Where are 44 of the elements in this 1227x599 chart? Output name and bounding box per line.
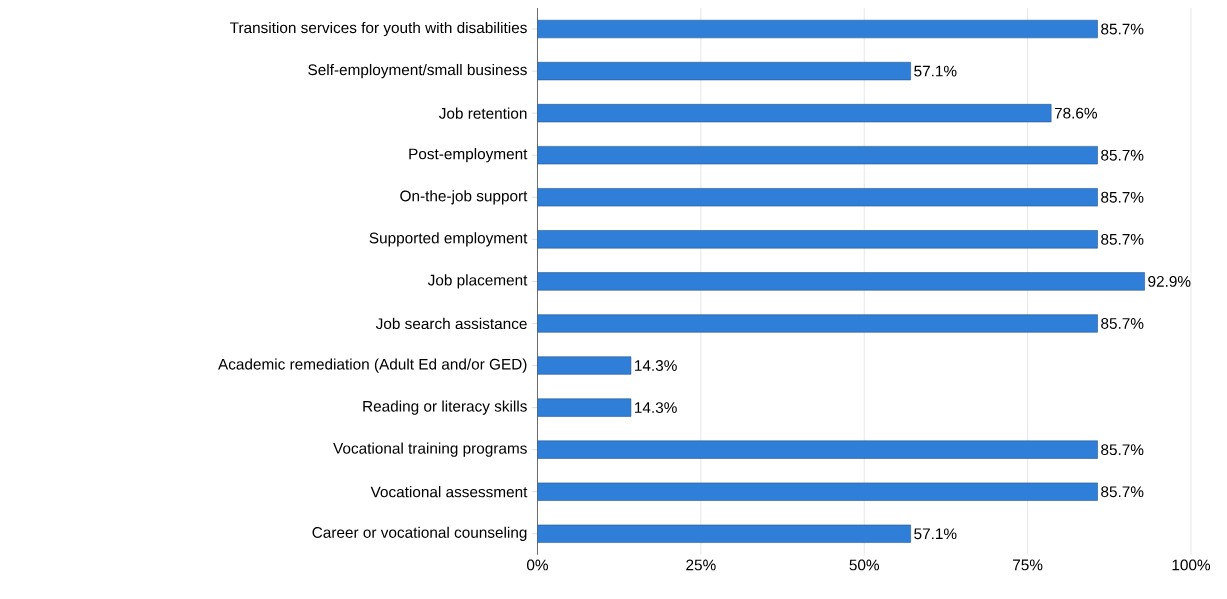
bar: [537, 398, 632, 417]
y-tick-label: Vocational training programs: [333, 442, 527, 457]
y-tick-label: Supported employment: [369, 232, 528, 247]
x-tick-label: 100%: [1172, 559, 1211, 571]
data-label: 14.3%: [635, 360, 677, 372]
bar: [537, 20, 1098, 39]
bar: [537, 188, 1098, 207]
y-tick-label: Vocational assessment: [370, 486, 528, 498]
bar: [537, 356, 632, 375]
x-tick-label: 50%: [849, 559, 880, 571]
data-label: 14.3%: [635, 402, 677, 414]
data-label: 85.7%: [1101, 149, 1144, 161]
bar: [537, 104, 1052, 123]
bar: [537, 62, 911, 81]
x-tick-label: 0%: [527, 559, 549, 571]
y-tick-label: Job search assistance: [375, 317, 527, 330]
y-tick-label: Job placement: [427, 274, 528, 289]
data-label: 92.9%: [1148, 276, 1191, 287]
y-tick-label: On-the-job support: [400, 190, 528, 205]
y-tick-label: Job retention: [438, 107, 527, 119]
x-tick-label: 75%: [1013, 559, 1043, 571]
bar: [537, 230, 1098, 249]
data-label: 85.7%: [1101, 23, 1144, 35]
data-label: 85.7%: [1101, 318, 1144, 329]
data-label: 57.1%: [914, 65, 957, 77]
bar: [537, 524, 911, 543]
data-label: 57.1%: [914, 528, 957, 540]
y-tick-label: Career or vocational counseling: [312, 526, 527, 542]
data-label: 78.6%: [1054, 107, 1098, 119]
data-label: 85.7%: [1101, 234, 1144, 245]
y-tick-label: Self-employment/small business: [308, 64, 527, 79]
y-tick-label: Reading or literacy skills: [363, 400, 527, 415]
data-label: 85.7%: [1101, 486, 1144, 498]
data-label: 85.7%: [1101, 191, 1144, 203]
y-tick-label: Transition services for youth with disabilities: [230, 21, 527, 37]
data-label: 85.7%: [1101, 444, 1144, 456]
bar: [537, 482, 1098, 501]
bar: [537, 440, 1098, 459]
bar: [537, 314, 1098, 333]
x-tick-label: 25%: [686, 559, 716, 571]
bar: [537, 272, 1145, 291]
y-tick-label: Post-employment: [409, 148, 528, 163]
y-tick-label: Academic remediation (Adult Ed and/or GED): [218, 358, 527, 373]
bar: [537, 146, 1098, 165]
